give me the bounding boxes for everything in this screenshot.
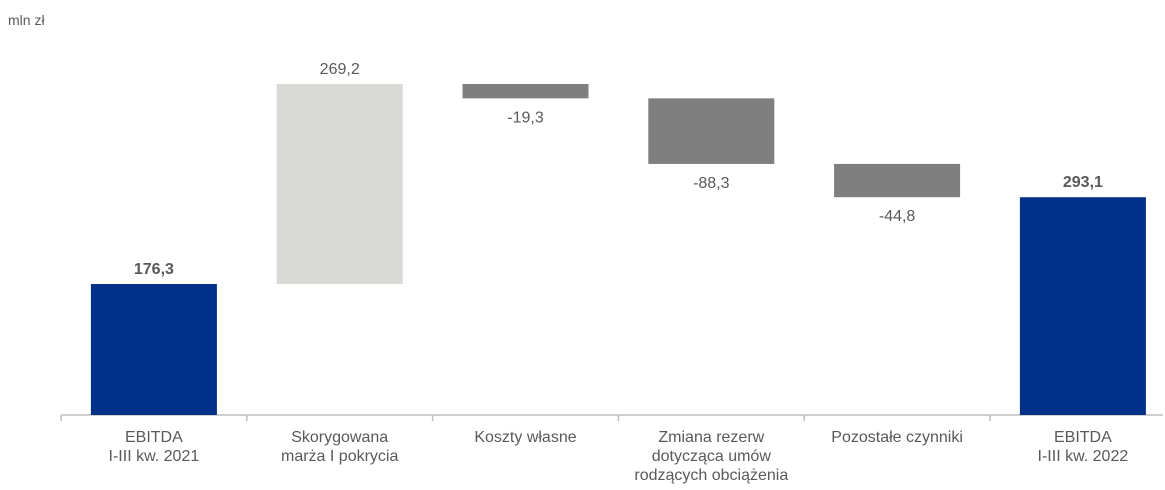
x-tick-label: Koszty własne — [474, 429, 577, 446]
value-label: -19,3 — [507, 109, 544, 126]
x-tick-label: EBITDA I-III kw. 2021 — [108, 429, 200, 465]
x-tick-label: Zmiana rezerw dotycząca umów rodzących o… — [634, 429, 789, 484]
value-label: 293,1 — [1063, 174, 1103, 191]
bar — [462, 83, 589, 99]
x-tick-label: Pozostałe czynniki — [831, 429, 963, 446]
x-tick-label: Skorygowana marża I pokrycia — [281, 429, 399, 465]
bar — [648, 98, 775, 164]
value-label: 269,2 — [320, 61, 360, 78]
bar — [834, 163, 961, 198]
bar — [276, 83, 403, 285]
x-tick-label: EBITDA I-III kw. 2022 — [1037, 429, 1129, 465]
value-label: -88,3 — [693, 175, 730, 192]
bar — [1019, 197, 1146, 415]
value-label: 176,3 — [134, 261, 174, 278]
bar — [90, 284, 217, 415]
unit-label: mln zł — [8, 12, 45, 28]
value-label: -44,8 — [879, 208, 916, 225]
